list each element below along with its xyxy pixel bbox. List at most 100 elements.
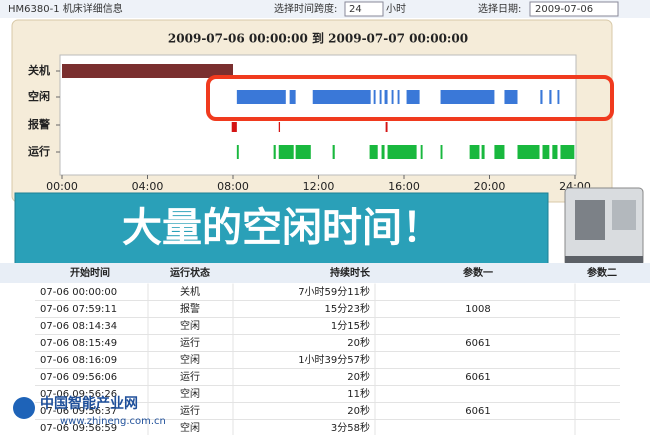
table-cell: 07-06 09:56:37 xyxy=(40,406,117,417)
x-tick-label: 12:00 xyxy=(303,180,335,193)
span-select[interactable] xyxy=(344,1,384,17)
state-bar xyxy=(542,145,550,159)
watermark: 中国智能产业网 www.zhineng.com.cn xyxy=(13,395,166,427)
table-cell: 07-06 09:56:26 xyxy=(40,389,117,400)
table-cell: 3分58秒 xyxy=(331,421,370,434)
table-cell: 07-06 08:15:49 xyxy=(40,338,117,349)
banner xyxy=(14,192,549,268)
state-bar xyxy=(62,64,233,78)
table-cell: 20秒 xyxy=(347,336,370,349)
state-bar xyxy=(384,90,388,104)
state-bar xyxy=(391,90,394,104)
state-bar xyxy=(540,90,543,104)
state-bar xyxy=(549,90,552,104)
table-cell: 报警 xyxy=(180,302,200,315)
table-cell: 运行 xyxy=(180,370,200,383)
state-bar xyxy=(440,90,495,104)
table-cell: 空闲 xyxy=(180,387,200,400)
highlight-box xyxy=(206,75,614,121)
span-label: 选择时间跨度: xyxy=(274,2,337,15)
page-title: HM6380-1 机床详细信息 xyxy=(8,2,123,15)
top-bar xyxy=(0,0,650,18)
state-bar xyxy=(236,90,286,104)
state-bar xyxy=(517,145,540,159)
table-cell: 20秒 xyxy=(347,404,370,417)
table: 开始时间 运行状态 持续时长 参数一 参数二 07-06 00:00:00 关机 7小时59分… xyxy=(35,266,620,435)
state-bar xyxy=(552,145,558,159)
state-bar xyxy=(504,90,518,104)
table-cell: 07-06 08:16:09 xyxy=(40,355,117,366)
state-bar xyxy=(236,145,239,159)
table-cell: 1小时39分57秒 xyxy=(298,353,370,366)
table-cell: 空闲 xyxy=(180,319,200,332)
row-label: 关机 xyxy=(28,63,50,77)
state-bar xyxy=(469,145,480,159)
x-tick-label: 16:00 xyxy=(388,180,420,193)
state-bar xyxy=(481,145,485,159)
table-cell: 空闲 xyxy=(180,421,200,434)
state-bar xyxy=(381,145,385,159)
x-tick-label: 04:00 xyxy=(132,180,164,193)
table-cell: 6061 xyxy=(465,372,490,383)
x-tick-label: 00:00 xyxy=(46,180,78,193)
span-value: 24 xyxy=(349,4,362,15)
table-cell: 15分23秒 xyxy=(325,302,370,315)
table-cell: 1008 xyxy=(465,304,490,315)
state-bar xyxy=(373,90,376,104)
column-header: 开始时间 xyxy=(70,266,110,279)
table-cell: 07-06 09:56:06 xyxy=(40,372,117,383)
date-label: 选择日期: xyxy=(478,2,521,15)
state-bar xyxy=(406,90,420,104)
column-header: 参数一 xyxy=(463,266,493,279)
machine-illustration xyxy=(564,187,644,267)
table-cell: 关机 xyxy=(180,285,200,298)
state-bar xyxy=(289,90,296,104)
state-bar xyxy=(273,145,276,159)
table-cell: 1分15秒 xyxy=(331,319,370,332)
row-label: 报警 xyxy=(28,117,50,131)
table-cell: 空闲 xyxy=(180,353,200,366)
table-cell: 11秒 xyxy=(347,387,370,400)
state-bar xyxy=(560,145,575,159)
state-bar xyxy=(440,145,443,159)
table-header-bg xyxy=(0,263,650,283)
state-bar xyxy=(494,145,505,159)
table-cell: 07-06 07:59:11 xyxy=(40,304,117,315)
table-cell: 07-06 09:56:59 xyxy=(40,423,117,434)
watermark-url: www.zhineng.com.cn xyxy=(60,416,166,427)
state-bar xyxy=(278,145,294,159)
state-bar xyxy=(387,145,417,159)
watermark-name: 中国智能产业网 xyxy=(40,395,138,412)
state-bar xyxy=(369,145,378,159)
column-header: 持续时长 xyxy=(330,266,371,279)
table-cell: 20秒 xyxy=(347,370,370,383)
state-bar xyxy=(557,90,560,104)
x-tick-label: 20:00 xyxy=(474,180,506,193)
row-label: 空闲 xyxy=(28,89,50,103)
table-cell: 6061 xyxy=(465,406,490,417)
state-bar xyxy=(295,145,311,159)
state-bar xyxy=(385,122,388,132)
state-bar xyxy=(231,122,237,132)
banner-text: 大量的空闲时间！ xyxy=(122,205,442,251)
table-cell: 07-06 00:00:00 xyxy=(40,287,117,298)
chart-title: 2009-07-06 00:00:00 到 2009-07-07 00:00:0… xyxy=(168,31,468,46)
state-bar xyxy=(278,122,281,132)
state-bar xyxy=(332,145,335,159)
date-input[interactable] xyxy=(529,1,619,17)
date-value: 2009-07-06 xyxy=(535,4,593,15)
state-bar xyxy=(379,90,382,104)
column-header: 参数二 xyxy=(587,266,617,279)
state-bar xyxy=(397,90,400,104)
table-cell: 7小时59分11秒 xyxy=(298,285,370,298)
column-header: 运行状态 xyxy=(170,266,210,279)
table-cell: 运行 xyxy=(180,404,200,417)
state-bar xyxy=(312,90,371,104)
table-cell: 6061 xyxy=(465,338,490,349)
row-label: 运行 xyxy=(28,144,50,158)
table-cell: 运行 xyxy=(180,336,200,349)
chart: 00:00 04:00 08:00 12:00 16:00 20:00 24:00关机空闲报… xyxy=(28,63,591,193)
span-unit: 小时 xyxy=(386,3,406,15)
